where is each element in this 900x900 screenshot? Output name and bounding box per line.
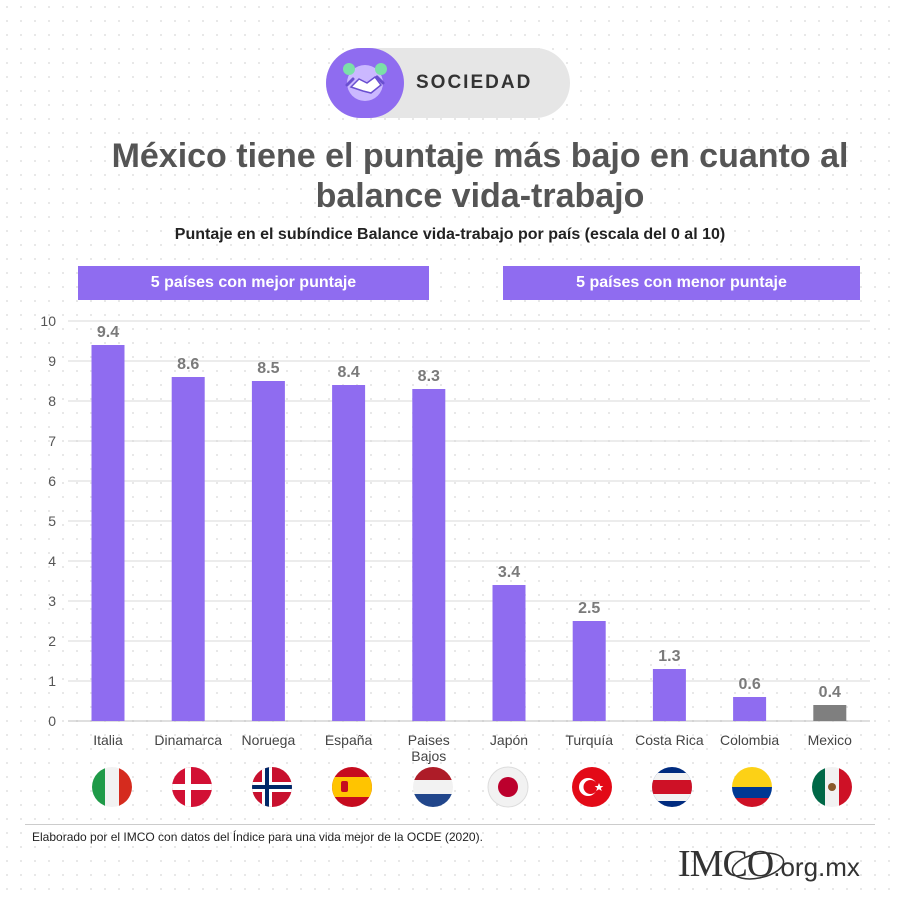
logo-main: IMCO: [678, 843, 774, 885]
turkey-flag-icon: [572, 767, 612, 807]
bar: [412, 389, 446, 721]
section-label: SOCIEDAD: [416, 72, 533, 93]
y-tick-label: 6: [48, 473, 56, 489]
logo-suffix: .org.mx: [773, 852, 860, 882]
colombia-flag-icon: [732, 767, 772, 807]
handshake-icon: [326, 48, 404, 118]
bar: [652, 669, 686, 721]
bar: [251, 381, 285, 721]
x-tick-label: Italia: [93, 732, 123, 748]
imco-logo[interactable]: IMCO.org.mx: [678, 842, 860, 886]
data-label: 9.4: [97, 324, 119, 341]
bar: [572, 621, 606, 721]
x-tick-label: Paises: [408, 732, 450, 748]
denmark-flag-icon: [172, 767, 212, 807]
y-tick-label: 10: [40, 313, 56, 329]
y-tick-label: 3: [48, 593, 56, 609]
y-tick-label: 1: [48, 673, 56, 689]
bar: [813, 705, 847, 721]
x-tick-label: Colombia: [720, 732, 779, 748]
costa-rica-flag-icon: [652, 767, 692, 807]
bar: [332, 385, 366, 721]
source-note: Elaborado por el IMCO con datos del Índi…: [32, 830, 483, 844]
data-label: 2.5: [578, 600, 600, 617]
x-tick-label: Noruega: [242, 732, 296, 748]
bar: [733, 697, 767, 721]
japan-flag-icon: [487, 766, 529, 808]
bar: [91, 345, 125, 721]
chart-subtitle: Puntaje en el subíndice Balance vida-tra…: [174, 226, 726, 243]
section-badge: SOCIEDAD: [326, 48, 570, 118]
footer-divider: [25, 824, 875, 825]
worst-group-header: 5 países con menor puntaje: [503, 266, 860, 300]
x-tick-label: Turquía: [565, 732, 613, 748]
y-tick-label: 0: [48, 713, 56, 729]
italy-flag-icon: [92, 767, 132, 807]
x-tick-label: Bajos: [411, 748, 446, 764]
y-tick-label: 7: [48, 433, 56, 449]
bar: [171, 377, 205, 721]
y-tick-label: 2: [48, 633, 56, 649]
data-label: 3.4: [498, 564, 520, 581]
x-tick-label: España: [325, 732, 373, 748]
mexico-flag-icon: [812, 767, 852, 807]
bar: [492, 585, 526, 721]
data-label: 8.3: [418, 368, 440, 385]
data-label: 1.3: [658, 648, 680, 665]
data-label: 8.6: [177, 356, 199, 373]
data-label: 8.5: [257, 360, 279, 377]
spain-flag-icon: [332, 767, 372, 807]
data-label: 8.4: [337, 364, 359, 381]
best-group-header: 5 países con mejor puntaje: [78, 266, 429, 300]
x-tick-label: Dinamarca: [154, 732, 222, 748]
chart-title: México tiene el puntaje más bajo en cuan…: [111, 137, 849, 215]
data-label: 0.4: [819, 684, 841, 701]
y-tick-label: 4: [48, 553, 56, 569]
data-label: 0.6: [738, 676, 760, 693]
y-tick-label: 5: [48, 513, 56, 529]
y-tick-label: 8: [48, 393, 56, 409]
x-tick-label: Costa Rica: [635, 732, 704, 748]
x-tick-label: Mexico: [808, 732, 853, 748]
y-tick-label: 9: [48, 353, 56, 369]
x-tick-label: Japón: [490, 732, 528, 748]
norway-flag-icon: [252, 767, 292, 807]
logo-swoosh-icon: [731, 852, 785, 880]
netherlands-flag-icon: [413, 767, 453, 807]
